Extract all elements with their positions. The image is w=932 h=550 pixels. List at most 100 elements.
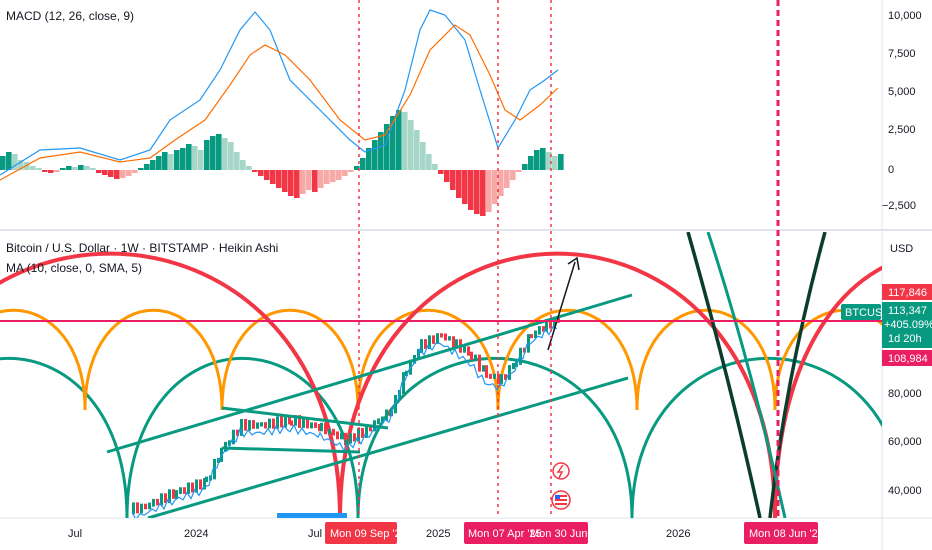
lower-trend-line[interactable] (147, 376, 629, 518)
macd-histogram-bar (60, 168, 66, 170)
macd-histogram-bar (186, 144, 192, 170)
macd-histogram-bar (216, 134, 222, 170)
orange-cycle-arc (83, 308, 224, 411)
candle (500, 374, 503, 384)
candle (268, 418, 271, 429)
flag-upper-line[interactable] (221, 406, 389, 430)
price-tick: 60,000 (888, 436, 922, 448)
macd-histogram-bar (252, 170, 258, 172)
candle (394, 394, 397, 414)
macd-histogram-bar (558, 154, 564, 170)
candle (168, 489, 171, 503)
candle (272, 418, 275, 429)
bar-countdown: 1d 20h (888, 333, 922, 345)
macd-histogram-bar (348, 170, 354, 172)
macd-histogram-bar (468, 170, 474, 210)
macd-histogram-bar (342, 170, 348, 176)
flag-lower-line[interactable] (221, 446, 361, 454)
macd-histogram-bar (540, 148, 546, 170)
marker-date-apr-jun25[interactable] (464, 522, 588, 544)
candle (195, 479, 198, 493)
macd-histogram-bar (336, 170, 342, 180)
candle (156, 498, 159, 506)
last-price-tag[interactable] (882, 302, 932, 348)
ma-indicator-title[interactable]: MA (10, close, 0, SMA, 5) (6, 261, 142, 275)
candle (199, 479, 202, 490)
orange-cycle-arc (496, 308, 639, 411)
lower-price-tag[interactable] (882, 350, 932, 366)
macd-histogram-bar (480, 170, 486, 216)
macd-histogram-bar (360, 158, 366, 170)
dark-cycle-curve-left (686, 232, 762, 518)
candle (440, 333, 443, 338)
candle (444, 333, 447, 341)
us-flag-icon[interactable] (551, 490, 571, 510)
macd-histogram-bar (228, 142, 234, 170)
candle (320, 422, 323, 432)
candle (324, 422, 327, 435)
candle (183, 487, 186, 494)
macd-pane[interactable] (0, 0, 882, 228)
candle (345, 439, 348, 446)
macd-histogram-bar (6, 152, 12, 170)
macd-histogram-bar (318, 170, 324, 188)
lightning-icon[interactable] (552, 462, 570, 480)
signal-line (0, 24, 559, 181)
macd-histogram-bar (498, 170, 504, 196)
macd-histogram-bar (516, 170, 522, 172)
candle (336, 431, 339, 440)
macd-histogram-bar (510, 170, 516, 180)
candle (527, 334, 530, 353)
green-cycle-curve (706, 232, 787, 518)
lower-price-value: 108,984 (888, 353, 928, 365)
marker-date-sep24[interactable] (325, 522, 397, 544)
projection-arrow[interactable] (547, 261, 576, 351)
macd-histogram-bar (18, 160, 24, 170)
macd-histogram-bar (54, 170, 60, 172)
candle (452, 336, 455, 349)
macd-histogram-bar (306, 170, 312, 190)
macd-histogram-bar (210, 136, 216, 170)
candle (232, 429, 235, 445)
macd-histogram-bar (102, 170, 108, 175)
macd-histogram-bar (42, 170, 48, 172)
candle (132, 502, 135, 515)
candle (144, 503, 147, 510)
candle (361, 428, 364, 438)
macd-histogram-bar (300, 170, 306, 194)
macd-histogram-bar (246, 166, 252, 170)
candle (136, 502, 139, 514)
macd-histogram-bar (390, 116, 396, 170)
macd-histogram-bar (312, 170, 318, 192)
macd-title[interactable]: MACD (12, 26, close, 9) (6, 9, 134, 23)
upper-price-tag[interactable] (882, 284, 932, 300)
red-cycle-arc (0, 251, 342, 518)
symbol-tag[interactable] (841, 304, 881, 320)
macd-histogram-bar (222, 138, 228, 170)
orange-cycle-arc (0, 308, 87, 411)
candle (420, 339, 423, 354)
macd-histogram-bar (204, 140, 210, 170)
candle (504, 374, 507, 380)
candle (205, 476, 208, 483)
candle (318, 423, 321, 432)
macd-histogram-bar (192, 146, 198, 170)
macd-tick: 10,000 (888, 10, 922, 22)
candle (340, 432, 343, 440)
candle (424, 339, 427, 349)
price-pane[interactable] (0, 232, 882, 518)
marker-date-jun26[interactable] (744, 522, 818, 544)
price-tick: 40,000 (888, 485, 922, 497)
macd-histogram-bar (120, 170, 126, 178)
dark-cycle-curve-right (768, 232, 827, 518)
red-cycle-arc (338, 251, 777, 518)
macd-histogram-bar (72, 167, 78, 170)
candle (344, 432, 347, 446)
macd-histogram-bar (372, 140, 378, 170)
currency-label[interactable]: USD (890, 243, 913, 255)
macd-histogram-bar (408, 120, 414, 170)
macd-histogram-bar (36, 168, 42, 170)
chart-title[interactable]: Bitcoin / U.S. Dollar · 1W · BITSTAMP · … (6, 241, 278, 255)
candle (365, 424, 368, 438)
